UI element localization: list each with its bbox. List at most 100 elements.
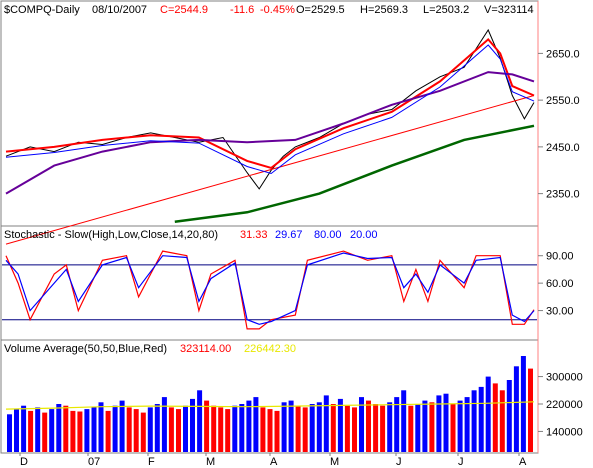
stoch-k-readout: 31.33: [240, 229, 268, 241]
volume-bar: [119, 400, 125, 452]
volume-bar: [344, 405, 350, 452]
volume-bar: [253, 397, 259, 452]
price-series-ma10: [5, 37, 535, 170]
high-readout: H=2569.3: [360, 4, 408, 16]
axis-labels: 2650.0 2550.0 2450.0 2350.0 90.00 60.00 30.00 3…: [19, 48, 583, 468]
x-axis-label: M: [206, 456, 215, 468]
volume-bar: [14, 409, 19, 452]
volume-bar: [98, 402, 104, 452]
volume-bar: [499, 390, 505, 452]
price-panel-frame: [0, 0, 539, 227]
volume-bar: [218, 407, 224, 452]
volume-bar: [401, 390, 407, 452]
volume-bar: [133, 409, 139, 452]
volume-bar: [147, 407, 153, 452]
stoch-lower-readout: 20.00: [350, 229, 378, 241]
stoch-title: Stochastic - Slow(High,Low,Close,14,20,8…: [4, 229, 218, 241]
volume-bar: [105, 410, 111, 452]
volume-bar: [239, 404, 245, 452]
price-series-ma-blue: [5, 44, 535, 175]
volume-bar: [232, 405, 238, 452]
volume-bar: [7, 414, 12, 452]
volume-bar: [211, 405, 217, 452]
stochastic-panel: [2, 250, 537, 330]
volume-last-readout: 323114.00: [180, 343, 231, 355]
low-readout: L=2503.2: [423, 4, 469, 16]
volume-bar: [316, 402, 322, 452]
volume-bar: [42, 412, 48, 452]
x-axis-label: J: [396, 456, 402, 468]
close-readout: C=2544.9: [160, 4, 208, 16]
volume-bar: [70, 410, 76, 452]
volume-bar: [225, 409, 231, 452]
volume-average-line: [5, 401, 535, 410]
volume-bar: [450, 404, 456, 452]
price-series-price: [5, 28, 535, 190]
volume-bar: [168, 407, 174, 452]
volume-bar: [408, 405, 414, 452]
x-axis-label: D: [20, 456, 28, 468]
volume-bar: [126, 407, 132, 452]
price-series-trend: [5, 95, 535, 245]
volume-bar: [35, 407, 41, 452]
volume-bar: [288, 400, 294, 452]
volume-bar: [443, 393, 449, 452]
volume-bar: [373, 404, 379, 452]
volume-bar: [387, 402, 393, 452]
volume-bar: [56, 404, 62, 452]
x-axis-label: J: [458, 456, 464, 468]
stoch-ytick-label: 30.00: [546, 306, 574, 318]
x-axis-label: A: [519, 456, 527, 468]
volume-ytick-label: 220000: [546, 399, 583, 411]
volume-bar: [471, 390, 477, 452]
volume-bar: [21, 405, 27, 452]
volume-bar: [246, 400, 252, 452]
stoch-ytick-label: 90.00: [546, 251, 574, 263]
volume-bar: [281, 402, 287, 452]
volume-bar: [520, 356, 526, 452]
volume-bar: [84, 409, 90, 452]
volume-panel: [5, 356, 535, 452]
price-series-ma200: [174, 124, 535, 223]
x-axis-label: A: [270, 456, 278, 468]
price-series-ma50: [5, 71, 535, 195]
volume-bar: [176, 409, 181, 452]
price-ytick-label: 2650.0: [546, 48, 580, 60]
volume-ytick-label: 300000: [546, 372, 583, 384]
volume-readout: V=323114: [484, 4, 534, 16]
volume-bar: [330, 404, 336, 452]
volume-bar: [260, 407, 266, 452]
stoch-upper-readout: 80.00: [314, 229, 342, 241]
volume-title: Volume Average(50,50,Blue,Red): [4, 343, 167, 355]
volume-bar: [415, 404, 421, 452]
volume-bar: [485, 376, 491, 452]
volume-bar: [359, 397, 364, 452]
volume-bar: [380, 405, 386, 452]
volume-bar: [394, 397, 400, 452]
volume-bar: [478, 386, 484, 452]
price-panel: [5, 28, 535, 245]
volume-bar: [204, 400, 210, 452]
volume-bar: [49, 409, 55, 452]
volume-ytick-label: 140000: [546, 426, 583, 438]
stoch-panel-frame: [0, 225, 539, 341]
volume-bar: [161, 397, 167, 452]
volume-bar: [464, 397, 470, 452]
price-ytick-label: 2350.0: [546, 189, 580, 201]
volume-bar: [274, 410, 280, 452]
volume-bar: [197, 390, 203, 452]
volume-bar: [154, 404, 160, 452]
x-axis-label: 07: [88, 456, 100, 468]
volume-bar: [436, 395, 442, 452]
chart-date: 08/10/2007: [92, 4, 147, 16]
stoch-series-d: [5, 252, 535, 325]
change-pct-readout: -0.45%: [260, 4, 295, 16]
stoch-series-k: [5, 250, 535, 330]
volume-bar: [309, 404, 315, 452]
price-ytick-label: 2450.0: [546, 142, 580, 154]
volume-bar: [302, 407, 308, 452]
stoch-d-readout: 29.67: [275, 229, 303, 241]
price-ytick-label: 2550.0: [546, 95, 580, 107]
volume-bar: [457, 400, 463, 452]
